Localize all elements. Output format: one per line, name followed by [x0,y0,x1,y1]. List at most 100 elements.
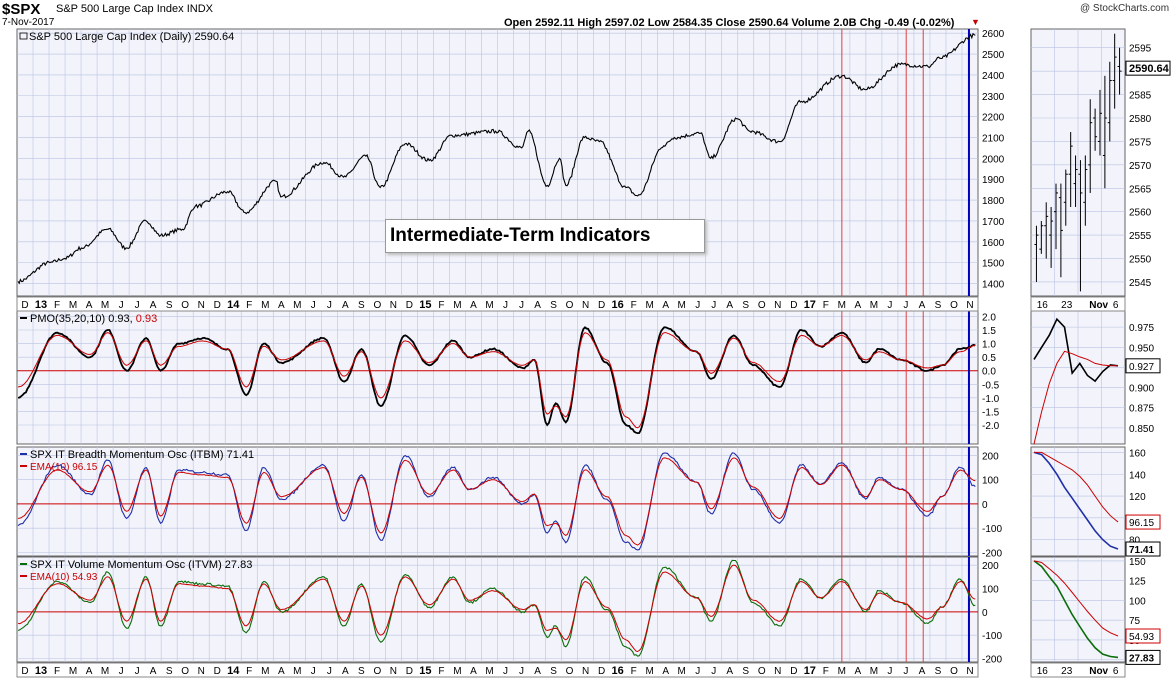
price-ytick-label: 2100 [982,133,1005,144]
bottom-xaxis-label: M [293,666,301,677]
price-xaxis-label: D [790,300,797,311]
price-ytick-label: 1800 [982,196,1005,207]
itbm-ema-label: EMA(10) 96.15 [30,462,98,473]
price-xaxis-label: S [742,300,749,311]
pmo-ytick-label: -1.0 [982,394,1000,405]
price-xaxis-label: N [966,300,973,311]
pmo-zoom-ytick: 0.950 [1129,343,1154,354]
itbm-ytick-label: -200 [982,548,1002,559]
price-ytick-label: 2400 [982,71,1005,82]
zoom-price-xaxis-label: Nov [1089,300,1108,311]
itvm-zoom-ytick: 150 [1129,557,1146,568]
price-xaxis-label: N [774,300,781,311]
price-xaxis-label: D [406,300,413,311]
pmo-ytick-label: -1.5 [982,407,1000,418]
itvm-series-1 [18,564,976,653]
zoom-price-xaxis-label: 6 [1113,300,1119,311]
bottom-xaxis-label: A [150,666,157,677]
bottom-xaxis-label: J [711,666,716,677]
pmo-ytick-label: 0.5 [982,353,996,364]
price-xaxis-label: O [373,300,381,311]
pmo-ytick-label: 0.0 [982,367,996,378]
pmo-zoom-ytick: 0.975 [1129,323,1154,334]
date-label: 7-Nov-2017 [2,17,55,28]
bottom-xaxis-label: M [69,666,77,677]
price-xaxis-label: N [198,300,205,311]
itvm-panel: 200 100 0 -100 -200 SPX IT Volume Momentum Os… [16,556,1002,666]
bottom-xaxis-label: M [645,666,653,677]
price-xaxis-label: M [645,300,653,311]
price-zoom-ytick: 2560 [1129,208,1152,219]
itbm-zoom-series-0 [1033,451,1119,550]
index-name: S&P 500 Large Cap Index INDX [56,3,213,15]
price-xaxis-label: S [358,300,365,311]
itvm-zoom-ytick: 75 [1129,616,1141,627]
bottom-xaxis-label: M [870,666,878,677]
bottom-xaxis-label: O [181,666,189,677]
itvm-ema-label: EMA(10) 54.93 [30,572,98,583]
bottom-xaxis-label: J [135,666,140,677]
itbm-zoom-ytick: 120 [1129,492,1146,503]
bottom-xaxis-label: J [519,666,524,677]
price-xaxis-label: J [519,300,524,311]
price-xaxis-label: J [119,300,124,311]
itbm-ytick-label: -100 [982,524,1002,535]
price-xaxis-label: J [887,300,892,311]
itbm-zoom-ema-box [1125,514,1161,530]
price-title: S&P 500 Large Cap Index (Daily) 2590.64 [29,31,234,43]
itbm-zoom-ytick: 140 [1129,470,1146,481]
pmo-ytick-label: 1.5 [982,326,996,337]
brand-label: @ StockCharts.com [1080,3,1170,14]
price-xaxis-label: M [101,300,109,311]
bottom-xaxis-label: J [327,666,332,677]
bottom-xaxis-label: M [485,666,493,677]
itbm-zoom-ytick: 80 [1129,536,1141,547]
price-ytick-label: 2500 [982,50,1005,61]
price-zoom-ytick: 2570 [1129,161,1152,172]
bottom-xaxis-label: N [774,666,781,677]
price-xaxis-label: J [311,300,316,311]
bottom-xaxis-label: J [887,666,892,677]
annotation-box: Intermediate-Term Indicators [385,219,705,253]
price-xaxis-label: F [631,300,637,311]
bottom-xaxis-label: F [54,666,60,677]
itbm-series-1 [17,457,976,546]
pmo-zoom-ytick: 0.850 [1129,424,1154,435]
zoom-price-xaxis-label: 16 [1037,300,1049,311]
itvm-ytick-label: -100 [982,631,1002,642]
price-xaxis-label: O [950,300,958,311]
price-xaxis-label: A [470,300,477,311]
price-xaxis-label: M [261,300,269,311]
index-name-text: S&P 500 Large Cap Index [56,3,184,15]
bottom-xaxis-label: J [311,666,316,677]
price-series-0 [17,32,976,285]
price-xaxis-label: 15 [419,299,431,311]
price-ytick-label: 2000 [982,154,1005,165]
itbm-ytick-label: 100 [982,476,999,487]
price-zoom-ytick: 2585 [1129,91,1152,102]
price-ytick-label: 1700 [982,217,1005,228]
pmo-signal-value: 0.93 [136,313,157,325]
symbol: $SPX [2,1,41,18]
bottom-xaxis-label: M [838,666,846,677]
bottom-xaxis-label: 15 [419,665,431,677]
price-panel: 1400 1500 1600 1700 1800 1900 2000 2100 2200 2300… [16,28,1005,297]
itvm-title: SPX IT Volume Momentum Osc (ITVM) 27.83 [30,559,252,571]
exchange-text: INDX [186,3,213,15]
price-xaxis-label: M [838,300,846,311]
price-xaxis-label: A [855,300,862,311]
price-ytick-label: 1900 [982,175,1005,186]
zoom-bottom-xaxis-label: Nov [1089,666,1108,677]
bottom-xaxis-label: F [631,666,637,677]
zoom-bottom-xaxis-strip [1030,662,1126,678]
zoom-pmo-last: 0.927 [1129,362,1154,373]
bottom-xaxis-label: M [101,666,109,677]
price-xaxis-label: D [214,300,221,311]
bottom-xaxis-label: D [598,666,605,677]
bottom-xaxis-label: N [966,666,973,677]
bottom-xaxis-label: A [470,666,477,677]
price-xaxis-label: F [438,300,444,311]
